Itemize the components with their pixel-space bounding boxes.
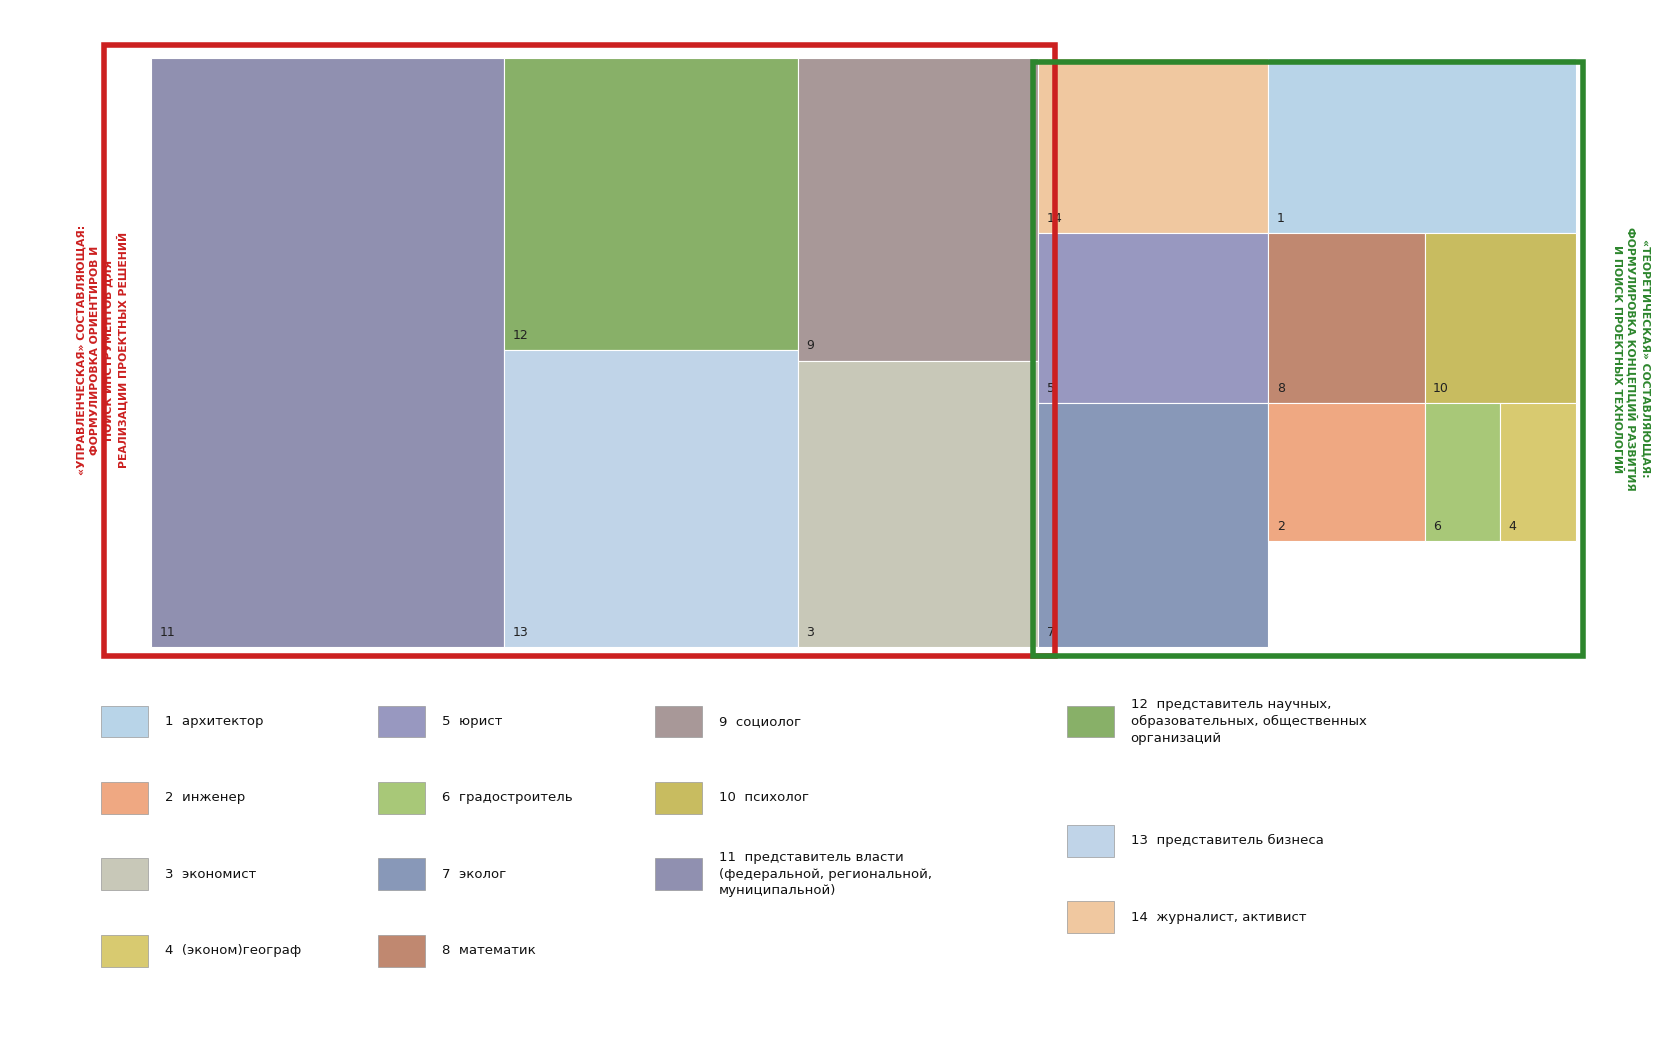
Bar [1268,233,1425,403]
Bar [798,58,1038,361]
Text: 13: 13 [512,626,528,639]
Bar [378,782,425,814]
Text: 11  представитель власти
(федеральной, региональной,
муниципальной): 11 представитель власти (федеральной, ре… [719,851,932,898]
Bar [1067,901,1114,933]
Bar [1425,403,1500,541]
Text: 10: 10 [1433,382,1448,395]
Bar [504,350,798,647]
Text: 1  архитектор: 1 архитектор [165,715,264,728]
Bar [1500,403,1576,541]
Text: 5  юрист: 5 юрист [442,715,502,728]
Text: 6  градостроитель: 6 градостроитель [442,792,573,804]
Text: 3: 3 [806,626,815,639]
Bar [151,58,504,647]
Text: 2  инженер: 2 инженер [165,792,245,804]
Bar [655,782,702,814]
Bar [504,58,798,350]
Bar [101,706,148,737]
Text: 14  журналист, активист: 14 журналист, активист [1131,910,1305,923]
Bar [101,935,148,967]
Bar [1038,403,1268,647]
Bar [378,858,425,890]
Bar [1067,706,1114,737]
Text: 11: 11 [160,626,175,639]
Text: 6: 6 [1433,520,1441,533]
Bar [1038,58,1268,233]
Text: 2: 2 [1277,520,1285,533]
Text: 4: 4 [1509,520,1517,533]
Text: 8  математик: 8 математик [442,944,536,957]
Text: 8: 8 [1277,382,1285,395]
Text: 14: 14 [1047,212,1062,225]
Bar [1268,403,1425,541]
Bar [1067,824,1114,856]
Text: «УПРАВЛЕНЧЕСКАЯ» СОСТАВЛЯЮЩАЯ:
ФОРМУЛИРОВКА ОРИЕНТИРОВ И
ПОИСК ИНСТРУМЕНТОВ ДЛЯ
: «УПРАВЛЕНЧЕСКАЯ» СОСТАВЛЯЮЩАЯ: ФОРМУЛИРО… [77,225,128,475]
Bar [1038,233,1268,403]
Bar [1268,58,1576,233]
Bar [378,935,425,967]
Text: 5: 5 [1047,382,1055,395]
Text: 7: 7 [1047,626,1055,639]
Text: 3  экономист: 3 экономист [165,868,255,881]
Text: «ТЕОРЕТИЧЕСКАЯ» СОСТАВЛЯЮЩАЯ:
ФОРМУЛИРОВКА КОНЦЕПЦИЙ РАЗВИТИЯ
И ПОИСК ПРОЕКТНЫХ : «ТЕОРЕТИЧЕСКАЯ» СОСТАВЛЯЮЩАЯ: ФОРМУЛИРОВ… [1611,227,1651,490]
Bar [1425,233,1576,403]
Bar [1033,62,1583,656]
Text: 10  психолог: 10 психолог [719,792,810,804]
Text: 9  социолог: 9 социолог [719,715,801,728]
Bar [104,45,1055,656]
Text: 9: 9 [806,340,815,352]
Text: 1: 1 [1277,212,1285,225]
Bar [798,361,1038,647]
Text: 12: 12 [512,329,528,342]
Bar [378,706,425,737]
Bar [101,782,148,814]
Bar [101,858,148,890]
Text: 12  представитель научных,
образовательных, общественных
организаций: 12 представитель научных, образовательны… [1131,698,1366,745]
Bar [655,858,702,890]
Text: 7  эколог: 7 эколог [442,868,506,881]
Bar [655,706,702,737]
Text: 13  представитель бизнеса: 13 представитель бизнеса [1131,834,1324,847]
Text: 4  (эконом)географ: 4 (эконом)географ [165,944,301,957]
